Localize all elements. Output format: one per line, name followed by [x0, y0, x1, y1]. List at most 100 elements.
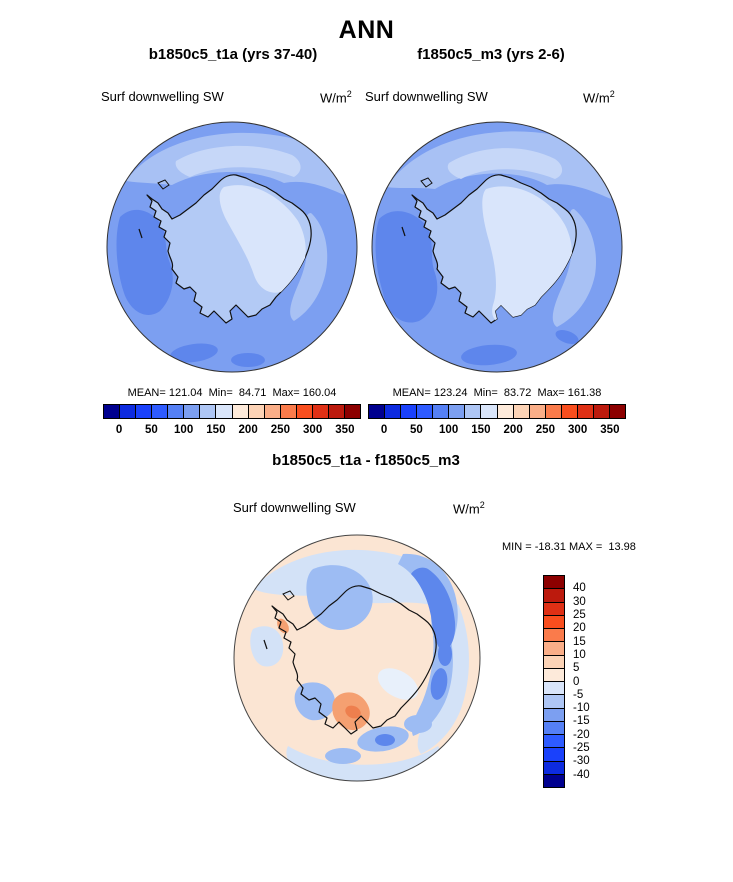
figure-main-title: ANN: [338, 16, 395, 44]
colorbar-tick-label: 250: [535, 424, 555, 436]
colorbar-segment: [433, 405, 450, 418]
colorbar-tick-label: 200: [238, 424, 258, 436]
colorbar-tick-label: -30: [573, 755, 590, 768]
colorbar-segment: [344, 405, 360, 418]
units-exponent: 2: [479, 500, 485, 510]
colorbar-segment: [544, 629, 564, 643]
colorbar-segment: [544, 655, 564, 669]
panel-title-f1850c5-m3: f1850c5_m3 (yrs 2-6): [417, 46, 565, 63]
antarctica-outline: [271, 585, 437, 735]
colorbar-segment: [120, 405, 137, 418]
diff-midblue-bottom-3: [325, 748, 361, 764]
colorbar-segment: [200, 405, 217, 418]
colorbar-boxes: [103, 404, 361, 419]
colorbar-segment: [152, 405, 169, 418]
units-label-right: W/m2: [583, 89, 615, 105]
diff-midblue-southwest-of-continent: [294, 682, 336, 721]
island-outline-1: [420, 177, 433, 188]
map-f1850c5-m3: [371, 121, 623, 373]
colorbar-segment: [136, 405, 153, 418]
colorbar-segment: [264, 405, 281, 418]
units-label-left: W/m2: [320, 89, 352, 105]
diff-strongblue-right-1: [430, 668, 448, 700]
colorbar-segment: [184, 405, 201, 418]
colorbar-tick-label: -5: [573, 688, 584, 701]
colorbar-tick-label: 150: [471, 424, 491, 436]
units-exponent: 2: [609, 89, 615, 99]
colorbar-segment: [385, 405, 402, 418]
map-left-layers: [107, 122, 357, 372]
colorbar-segment: [544, 761, 564, 775]
colorbar-segment: [544, 589, 564, 603]
field-label-right: Surf downwelling SW: [365, 89, 488, 104]
colorbar-tick-label: 10: [573, 648, 586, 661]
colorbar-segment: [449, 405, 466, 418]
colorbar-tick-label: 50: [409, 424, 423, 436]
diff-strongblue-bottom: [375, 734, 395, 746]
colorbar-boxes: [543, 575, 565, 788]
colorbar-segment: [369, 405, 386, 418]
colorbar-segment: [248, 405, 265, 418]
colorbar-segment: [513, 405, 530, 418]
colorbar-segment: [544, 615, 564, 629]
diff-paleblue-interior-patch: [377, 668, 419, 700]
island-outline-2: [263, 639, 268, 650]
colorbar-tick-label: 30: [573, 595, 586, 608]
diff-salmon-peninsula-spot: [277, 618, 289, 634]
colorbar-segment: [168, 405, 185, 418]
field-label-left: Surf downwelling SW: [101, 89, 224, 104]
map-rim: [371, 121, 623, 373]
island-outline-1: [282, 590, 295, 601]
colorbar-segment: [577, 405, 594, 418]
colorbar-segment: [544, 668, 564, 682]
dark-ocean-region-left: [375, 211, 438, 323]
colorbar-tick-label: -10: [573, 702, 590, 715]
colorbar-segment: [593, 405, 610, 418]
colorbar-segment: [544, 774, 564, 787]
colorbar-segment: [312, 405, 329, 418]
colorbar-tick-label: 300: [303, 424, 323, 436]
colorbar-segment: [609, 405, 625, 418]
colorbar-labels: 0 50 100 150 200 250 300 350: [368, 424, 626, 440]
colorbar-segment: [544, 735, 564, 749]
colorbar-difference: 40 30 25 20 15 10 5 0 -5 -10 -15 -20 -25 -30 -40: [543, 575, 623, 788]
colorbar-boxes: [368, 404, 626, 419]
units-base: W/m: [453, 501, 480, 517]
colorbar-segment: [544, 748, 564, 762]
colorbar-segment: [481, 405, 498, 418]
colorbar-tick-label: 5: [573, 662, 580, 675]
colorbar-segment: [561, 405, 578, 418]
panel-title-b1850c5-t1a: b1850c5_t1a (yrs 37-40): [148, 46, 318, 63]
interior-plateau-region: [219, 185, 306, 293]
stats-right: MEAN= 123.24 Min= 83.72 Max= 161.38: [392, 387, 602, 399]
colorbar-segment: [544, 721, 564, 735]
colorbar-segment: [328, 405, 345, 418]
colorbar-tick-label: 350: [335, 424, 355, 436]
colorbar-segment: [544, 708, 564, 722]
colorbar-labels: 0 50 100 150 200 250 300 350: [103, 424, 361, 440]
diff-continent-group: [263, 585, 437, 735]
colorbar-tick-label: 0: [573, 675, 580, 688]
map-rim: [106, 121, 358, 373]
units-exponent: 2: [346, 89, 352, 99]
stats-left: MEAN= 121.04 Min= 84.71 Max= 160.04: [127, 387, 337, 399]
map-right-layers: [372, 122, 622, 372]
colorbar-segment: [497, 405, 514, 418]
units-base: W/m: [320, 90, 347, 106]
colorbar-tick-label: -25: [573, 742, 590, 755]
colorbar-tick-label: 200: [503, 424, 523, 436]
coastal-light-band-right: [552, 209, 597, 327]
coastal-light-band-right: [290, 213, 328, 321]
colorbar-segment: [216, 405, 233, 418]
ocean-lighter-wedge-top: [175, 145, 301, 177]
colorbar-tick-label: 40: [573, 582, 586, 595]
colorbar-tick-label: -15: [573, 715, 590, 728]
colorbar-segment: [232, 405, 249, 418]
dark-ocean-patch-bottom-2: [231, 353, 265, 367]
island-outline-2: [138, 228, 143, 239]
colorbar-segment: [401, 405, 418, 418]
difference-title: b1850c5_t1a - f1850c5_m3: [272, 452, 460, 469]
colorbar-left: 0 50 100 150 200 250 300 350: [103, 404, 361, 444]
colorbar-tick-label: 25: [573, 608, 586, 621]
colorbar-segment: [544, 642, 564, 656]
